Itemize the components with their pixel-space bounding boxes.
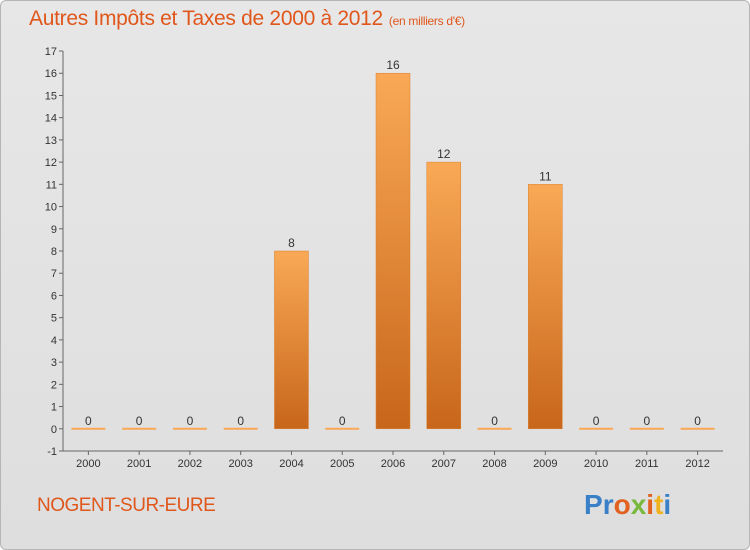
logo-letter: t bbox=[654, 489, 664, 520]
bar bbox=[528, 184, 563, 430]
proxiti-logo[interactable]: Proxiti bbox=[584, 489, 671, 521]
logo-letter: i bbox=[646, 489, 655, 520]
y-tick-label: 9 bbox=[51, 224, 57, 236]
x-tick-label: 2009 bbox=[533, 458, 557, 470]
y-tick-label: 14 bbox=[45, 113, 57, 125]
logo-letter: i bbox=[663, 489, 672, 520]
bar bbox=[426, 161, 462, 430]
bar bbox=[629, 427, 664, 430]
bar bbox=[223, 427, 258, 430]
y-tick-label: 1 bbox=[51, 402, 57, 414]
y-tick-label: 10 bbox=[45, 202, 57, 214]
y-tick-label: 8 bbox=[51, 246, 57, 258]
data-label: 0 bbox=[85, 414, 92, 428]
y-tick-label: 0 bbox=[51, 424, 57, 436]
x-tick-label: 2011 bbox=[635, 458, 659, 470]
data-label: 12 bbox=[437, 147, 451, 161]
data-label: 0 bbox=[593, 414, 600, 428]
x-tick-label: 2005 bbox=[330, 458, 354, 470]
x-tick-label: 2007 bbox=[432, 458, 456, 470]
bar bbox=[375, 72, 411, 430]
y-tick-label: -1 bbox=[47, 446, 57, 458]
x-tick-label: 2010 bbox=[584, 458, 608, 470]
x-tick-label: 2008 bbox=[482, 458, 506, 470]
bar bbox=[579, 427, 614, 430]
bar bbox=[477, 427, 512, 430]
bar bbox=[325, 427, 360, 430]
data-label: 0 bbox=[694, 414, 701, 428]
data-label: 11 bbox=[539, 169, 552, 183]
chart-bars bbox=[71, 72, 715, 430]
bar bbox=[274, 250, 309, 430]
logo-letter: o bbox=[613, 489, 631, 520]
logo-letter: r bbox=[602, 489, 614, 520]
bar bbox=[172, 427, 207, 430]
logo-letter: P bbox=[584, 489, 603, 520]
chart-title: Autres Impôts et Taxes de 2000 à 2012 (en… bbox=[29, 7, 465, 31]
x-tick-label: 2004 bbox=[279, 458, 303, 470]
bar bbox=[71, 427, 106, 430]
y-tick-label: 17 bbox=[45, 46, 57, 58]
chart-labels: 0 0 0 0 8 0 16 12 0 11 0 0 0 bbox=[85, 58, 701, 428]
chart-unit: (en milliers d'€) bbox=[388, 14, 465, 28]
x-tick-label: 2001 bbox=[127, 458, 151, 470]
x-tick-label: 2006 bbox=[381, 458, 405, 470]
logo-letter: x bbox=[630, 489, 647, 520]
y-tick-label: 2 bbox=[51, 379, 57, 391]
chart-title-text: Autres Impôts et Taxes de 2000 à 2012 bbox=[29, 7, 383, 30]
y-tick-label: 7 bbox=[51, 268, 57, 280]
y-tick-label: 5 bbox=[51, 313, 57, 325]
data-label: 0 bbox=[491, 414, 498, 428]
y-tick-label: 16 bbox=[45, 68, 57, 80]
y-tick-label: 3 bbox=[51, 357, 57, 369]
data-label: 8 bbox=[288, 236, 295, 250]
data-label: 0 bbox=[644, 414, 651, 428]
data-label: 16 bbox=[386, 58, 400, 72]
data-label: 0 bbox=[339, 414, 346, 428]
data-label: 0 bbox=[187, 414, 194, 428]
x-tick-label: 2012 bbox=[685, 458, 709, 470]
data-label: 0 bbox=[237, 414, 244, 428]
city-name: NOGENT-SUR-EURE bbox=[37, 495, 216, 516]
y-tick-label: 6 bbox=[51, 290, 57, 302]
x-tick-label: 2000 bbox=[76, 458, 100, 470]
data-label: 0 bbox=[136, 414, 143, 428]
y-tick-label: 4 bbox=[51, 335, 57, 347]
bar bbox=[680, 427, 715, 430]
x-tick-label: 2002 bbox=[178, 458, 202, 470]
y-tick-label: 11 bbox=[46, 179, 57, 191]
y-tick-label: 12 bbox=[45, 157, 57, 169]
y-tick-label: 15 bbox=[45, 90, 57, 102]
y-tick-label: 13 bbox=[45, 135, 57, 147]
bar bbox=[122, 427, 157, 430]
x-tick-label: 2003 bbox=[228, 458, 252, 470]
